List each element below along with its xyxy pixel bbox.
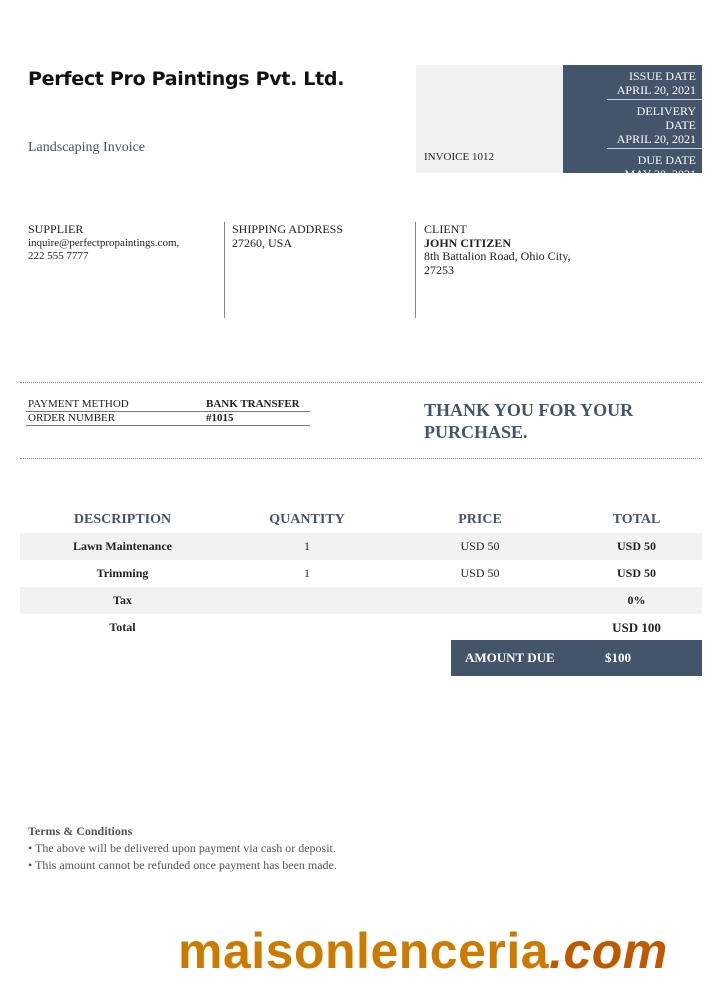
invoice-number: INVOICE 1012 <box>424 151 494 163</box>
watermark: maisonlenceria.com <box>178 922 668 980</box>
payment-info: PAYMENT METHOD BANK TRANSFER ORDER NUMBER… <box>26 398 310 426</box>
header-price: PRICE <box>458 511 502 527</box>
table-row: Lawn Maintenance 1 USD 50 USD 50 <box>20 533 702 560</box>
company-name: Perfect Pro Paintings Pvt. Ltd. <box>28 68 345 90</box>
due-date-label: DUE DATE <box>637 153 696 167</box>
supplier-email: inquire@perfectpropaintings.com, <box>28 236 180 249</box>
amount-due-value: $100 <box>605 650 631 665</box>
dates-box: ISSUE DATE APRIL 20, 2021 DELIVERY DATE AP… <box>563 65 702 181</box>
issue-date: ISSUE DATE APRIL 20, 2021 <box>607 65 702 100</box>
watermark-name: maisonlenceria <box>178 923 550 979</box>
delivery-date-value: APRIL 20, 2021 <box>616 132 696 146</box>
client-label: CLIENT <box>424 222 467 236</box>
payment-method-row: PAYMENT METHOD BANK TRANSFER <box>26 398 310 412</box>
terms-section: Terms & Conditions • The above will be d… <box>28 823 337 874</box>
supplier-label: SUPPLIER <box>28 222 84 236</box>
item-price: USD 50 <box>460 566 500 580</box>
amount-due-label: AMOUNT DUE <box>465 650 555 665</box>
shipping-block: SHIPPING ADDRESS 27260, USA <box>232 222 344 250</box>
item-description: Lawn Maintenance <box>73 539 172 553</box>
order-number-value: #1015 <box>206 412 234 424</box>
dotted-divider <box>20 458 702 459</box>
divider <box>415 222 416 318</box>
client-zip: 27253 <box>424 262 454 277</box>
shipping-address: 27260, USA <box>232 235 293 250</box>
item-quantity: 1 <box>304 566 310 580</box>
total-row: Total USD 100 <box>20 614 702 641</box>
supplier-phone: 222 555 7777 <box>28 250 89 262</box>
watermark-tld: .com <box>549 923 668 979</box>
terms-item: • The above will be delivered upon payme… <box>28 841 336 855</box>
tax-row: Tax 0% <box>20 587 702 614</box>
total-value: USD 100 <box>612 619 661 635</box>
header-description: DESCRIPTION <box>73 511 172 527</box>
thank-you-message: THANK YOU FOR YOUR PURCHASE. <box>424 400 634 442</box>
item-price: USD 50 <box>460 539 500 553</box>
payment-method-label: PAYMENT METHOD <box>28 398 129 410</box>
tax-value: 0% <box>627 593 646 607</box>
item-quantity: 1 <box>304 539 310 553</box>
table-row: Trimming 1 USD 50 USD 50 <box>20 560 702 587</box>
dotted-divider <box>20 382 702 383</box>
supplier-block: SUPPLIER inquire@perfectpropaintings.com… <box>28 222 180 264</box>
header-total: TOTAL <box>612 511 661 527</box>
invoice-number-box <box>416 65 563 173</box>
shipping-label: SHIPPING ADDRESS <box>232 222 344 236</box>
delivery-date: DELIVERY DATE APRIL 20, 2021 <box>607 100 702 149</box>
payment-method-value: BANK TRANSFER <box>206 398 300 410</box>
order-number-label: ORDER NUMBER <box>28 412 116 424</box>
items-table: DESCRIPTION QUANTITY PRICE TOTAL Lawn Ma… <box>20 506 702 641</box>
item-total: USD 50 <box>616 566 656 580</box>
terms-title: Terms & Conditions <box>28 824 133 838</box>
invoice-subtitle: Landscaping Invoice <box>28 140 146 155</box>
client-block: CLIENT JOHN CITIZEN 8th Battalion Road, … <box>424 222 571 277</box>
due-date: DUE DATE MAY 30, 2021 <box>607 149 702 183</box>
client-address: 8th Battalion Road, Ohio City, <box>424 249 571 263</box>
terms-item: • This amount cannot be refunded once pa… <box>28 858 337 872</box>
order-number-row: ORDER NUMBER #1015 <box>26 412 310 426</box>
delivery-date-label: DELIVERY DATE <box>636 104 696 132</box>
item-total: USD 50 <box>616 539 656 553</box>
header-quantity: QUANTITY <box>269 511 345 527</box>
amount-due-box: AMOUNT DUE $100 <box>451 640 702 676</box>
issue-date-label: ISSUE DATE <box>628 69 696 83</box>
tax-label: Tax <box>113 593 132 607</box>
divider <box>224 222 225 318</box>
item-description: Trimming <box>96 566 149 580</box>
issue-date-value: APRIL 20, 2021 <box>616 83 696 97</box>
table-header: DESCRIPTION QUANTITY PRICE TOTAL <box>20 506 702 533</box>
due-date-value: MAY 30, 2021 <box>624 167 696 181</box>
client-name: JOHN CITIZEN <box>424 235 512 250</box>
total-label: Total <box>109 620 136 634</box>
